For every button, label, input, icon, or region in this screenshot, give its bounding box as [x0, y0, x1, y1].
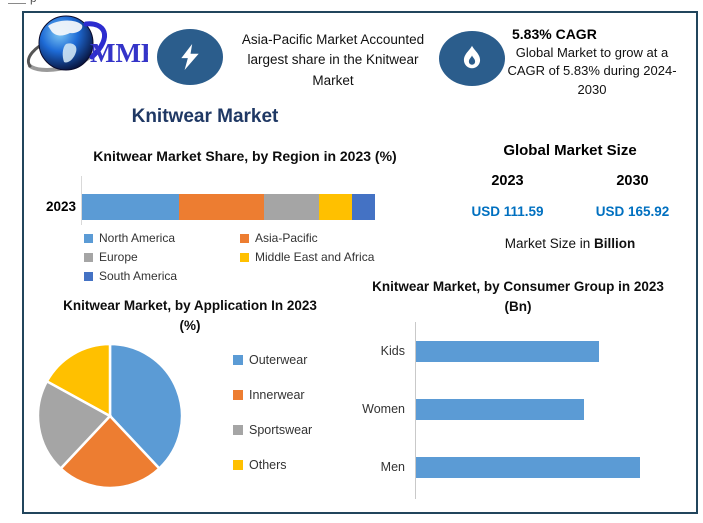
legend-swatch-icon [84, 252, 93, 262]
note-prefix: Market Size in [504, 236, 595, 251]
region-legend-item: Europe [84, 250, 236, 264]
lightning-badge [157, 29, 223, 85]
legend-swatch-icon [240, 252, 249, 262]
highlight-text: Asia-Pacific Market Accounted largest sh… [241, 32, 425, 88]
legend-label: Sportswear [249, 423, 313, 437]
consumer-chart-axis [415, 322, 416, 499]
consumer-chart-title: Knitwear Market, by Consumer Group in 20… [372, 279, 664, 315]
region-segment-3 [319, 194, 352, 220]
region-legend-item: South America [84, 269, 236, 283]
legend-label: Others [249, 458, 287, 472]
legend-label: Innerwear [249, 388, 305, 402]
globe-swoosh-icon [27, 15, 107, 72]
region-legend-item: Asia-Pacific [240, 231, 374, 245]
value-2030: USD 165.92 [595, 204, 670, 219]
mmr-logo: MMR [27, 15, 148, 72]
consumer-category-men: Men [380, 460, 405, 474]
note-bold: Billion [594, 236, 636, 251]
pie-slice-innerwear [58, 414, 162, 490]
application-legend-item: Others [233, 458, 312, 472]
legend-label: Europe [99, 250, 138, 264]
application-legend-item: Innerwear [233, 388, 312, 402]
consumer-bar-kids [416, 341, 599, 362]
region-stacked-bar [82, 194, 375, 220]
market-size-years: 2023 2030 [445, 173, 695, 189]
legend-label: Middle East and Africa [255, 250, 375, 264]
market-size-note: Market Size in Billion [445, 236, 695, 251]
logo-text: MMR [90, 38, 148, 68]
year-2023-label: 2023 [491, 173, 524, 189]
legend-label: Asia-Pacific [255, 231, 318, 245]
consumer-category-women: Women [362, 402, 405, 416]
market-size-title: Global Market Size [503, 142, 637, 159]
legend-label: North America [99, 231, 176, 245]
region-segment-1 [178, 194, 264, 220]
year-2030-label: 2030 [616, 173, 649, 189]
legend-swatch-icon [233, 460, 243, 470]
flame-badge [439, 31, 505, 86]
legend-swatch-icon [233, 355, 243, 365]
region-legend-item: Middle East and Africa [240, 250, 374, 264]
region-segment-2 [263, 194, 320, 220]
legend-label: South America [99, 269, 178, 283]
pie-slice-sportswear [36, 379, 113, 471]
cropped-caption-fragment: p [30, 0, 64, 7]
cropped-text-dash [8, 3, 26, 4]
page-title: Knitwear Market [131, 106, 279, 127]
pie-slice-outerwear [108, 342, 184, 471]
region-segment-0 [82, 194, 179, 220]
application-legend-item: Sportswear [233, 423, 312, 437]
cagr-title: 5.83% CAGR [512, 26, 597, 42]
legend-swatch-icon [233, 425, 243, 435]
application-pie-chart [36, 342, 184, 490]
legend-swatch-icon [233, 390, 243, 400]
application-chart-title: Knitwear Market, by Application In 2023 … [63, 298, 317, 334]
legend-label: Outerwear [249, 353, 308, 367]
region-legend: North America Asia-Pacific Europe Middle Ea… [84, 231, 374, 283]
region-chart-axis [81, 176, 82, 225]
legend-swatch-icon [84, 233, 93, 243]
value-2023: USD 111.59 [471, 204, 544, 219]
consumer-bar-women [416, 399, 584, 420]
application-legend: Outerwear Innerwear Sportswear Others [233, 353, 312, 472]
flame-icon [463, 45, 481, 68]
application-legend-item: Outerwear [233, 353, 312, 367]
legend-swatch-icon [240, 233, 249, 243]
pie-slice-others [45, 342, 112, 419]
market-size-values: USD 111.59 USD 165.92 [445, 204, 695, 219]
region-chart-title: Knitwear Market Share, by Region in 2023… [93, 148, 397, 164]
infographic-border [22, 11, 698, 514]
cagr-text: Global Market to grow at a CAGR of 5.83%… [507, 45, 677, 97]
legend-swatch-icon [84, 271, 93, 281]
region-segment-4 [351, 194, 375, 220]
lightning-icon [181, 44, 199, 70]
region-legend-item: North America [84, 231, 236, 245]
region-category-label: 2023 [45, 199, 76, 214]
consumer-category-kids: Kids [380, 344, 405, 358]
consumer-bar-men [416, 457, 640, 478]
cagr-block: 5.83% CAGR Global Market to grow at a CA… [504, 26, 680, 99]
